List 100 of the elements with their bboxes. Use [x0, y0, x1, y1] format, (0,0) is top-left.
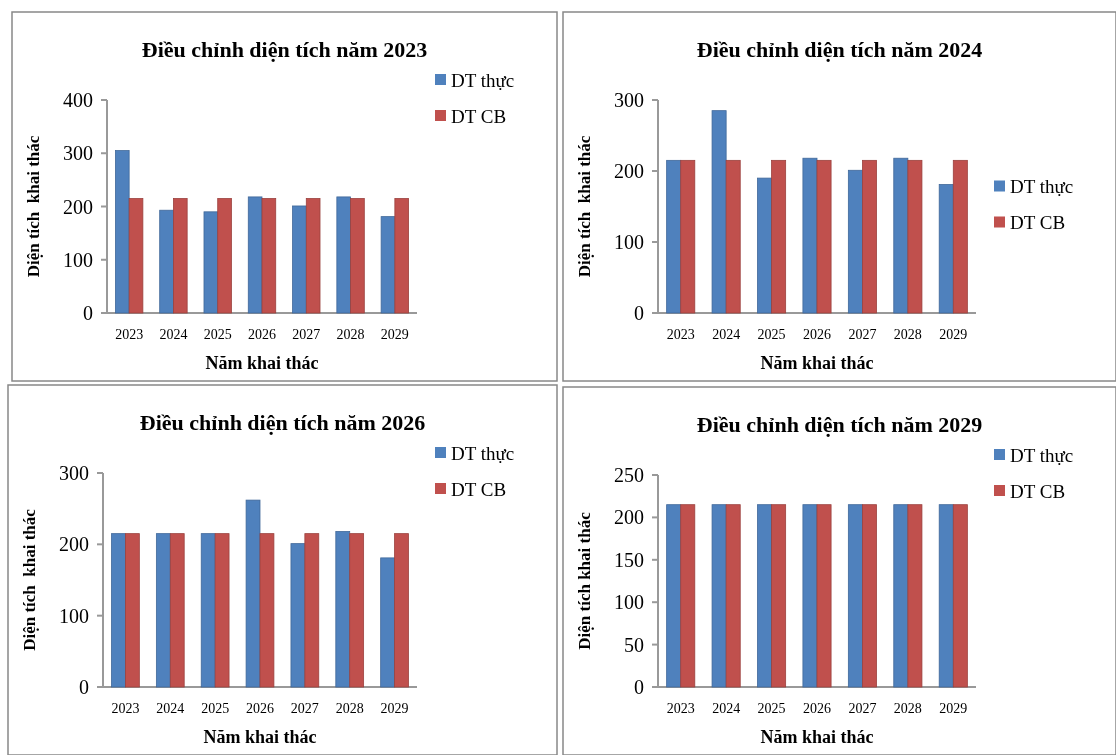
bar	[305, 198, 321, 314]
y-tick-label: 300	[63, 142, 93, 165]
y-axis-title: Diện tích khai thác	[24, 135, 43, 278]
x-tick-label: 2027	[848, 327, 877, 342]
bar	[128, 198, 144, 314]
x-tick-label: 2024	[712, 701, 741, 716]
bar	[245, 499, 261, 688]
y-tick-label: 0	[634, 676, 644, 698]
bar	[816, 159, 832, 314]
bar	[380, 216, 396, 314]
x-tick-label: 2027	[848, 701, 877, 716]
bar	[290, 543, 306, 688]
bar	[203, 211, 219, 314]
bar	[173, 198, 188, 314]
y-axis-title: Diện tích khai thác	[575, 511, 594, 650]
y-tick-label: 100	[63, 248, 93, 271]
x-axis-title: Năm khai thác	[205, 353, 319, 373]
x-axis-title: Năm khai thác	[203, 727, 317, 747]
bar	[335, 531, 351, 688]
x-tick-label: 2029	[380, 701, 409, 716]
bar	[757, 177, 772, 314]
bar	[259, 533, 275, 688]
y-tick-label: 200	[59, 533, 89, 556]
legend-label: DT thực	[1010, 176, 1074, 198]
bar	[350, 198, 365, 314]
bar	[952, 159, 968, 314]
x-tick-label: 2023	[111, 701, 140, 716]
bar	[771, 159, 787, 314]
x-tick-label: 2025	[757, 701, 786, 716]
legend-label: DT thực	[1010, 444, 1074, 466]
x-axis-title: Năm khai thác	[760, 727, 874, 747]
x-tick-label: 2028	[335, 701, 364, 716]
y-tick-label: 0	[79, 676, 89, 698]
legend-label: DT CB	[1010, 480, 1066, 502]
bar	[802, 157, 818, 314]
x-tick-label: 2026	[246, 701, 274, 716]
y-tick-label: 200	[63, 195, 93, 218]
bar	[247, 196, 263, 314]
legend-label: DT CB	[451, 478, 507, 500]
y-tick-label: 150	[614, 548, 644, 571]
bar	[304, 533, 320, 688]
legend-label: DT CB	[451, 105, 507, 127]
chart-title: Điều chỉnh diện tích năm 2026	[139, 410, 426, 435]
chart-title: Điều chỉnh diện tích năm 2023	[141, 37, 428, 62]
x-tick-label: 2029	[939, 701, 968, 716]
y-axis-title: Diện tích khai thác	[575, 135, 594, 278]
bar	[125, 533, 140, 688]
bar	[938, 184, 954, 314]
bar	[261, 198, 277, 314]
bar	[169, 533, 185, 688]
bar	[336, 196, 351, 314]
y-tick-label: 0	[83, 302, 93, 324]
x-tick-label: 2025	[201, 701, 230, 716]
bar	[394, 533, 409, 688]
y-tick-label: 200	[614, 160, 644, 182]
x-tick-label: 2024	[712, 327, 741, 342]
x-tick-label: 2023	[666, 327, 695, 342]
bar	[155, 533, 171, 688]
bar	[115, 150, 130, 314]
bar	[159, 209, 174, 314]
x-tick-label: 2025	[757, 327, 786, 342]
x-tick-label: 2023	[115, 327, 144, 342]
bar	[349, 533, 365, 688]
y-tick-label: 200	[614, 506, 644, 529]
bar	[725, 159, 741, 314]
y-axis-title: Diện tích khai thác	[20, 508, 39, 651]
x-tick-label: 2026	[248, 327, 276, 342]
x-tick-label: 2025	[203, 327, 232, 342]
x-tick-label: 2024	[159, 327, 188, 342]
legend-label: DT thực	[451, 442, 515, 464]
y-tick-label: 100	[59, 604, 89, 627]
bar	[292, 205, 307, 314]
bar	[711, 110, 727, 314]
x-tick-label: 2026	[803, 327, 831, 342]
bar	[893, 157, 909, 314]
bar	[380, 557, 395, 688]
bar	[680, 159, 696, 314]
chart-title: Điều chỉnh diện tích năm 2024	[696, 37, 983, 62]
legend-label: DT CB	[1010, 212, 1066, 234]
x-tick-label: 2027	[290, 701, 319, 716]
bar	[847, 169, 863, 314]
x-tick-label: 2026	[803, 701, 831, 716]
x-tick-label: 2028	[336, 327, 365, 342]
bar	[666, 159, 682, 314]
bar	[111, 533, 126, 688]
y-tick-label: 300	[614, 89, 644, 111]
bar	[217, 198, 232, 314]
y-tick-label: 250	[614, 464, 644, 486]
chart-title: Điều chỉnh diện tích năm 2029	[696, 412, 983, 437]
x-axis-title: Năm khai thác	[760, 353, 874, 373]
x-tick-label: 2028	[893, 701, 922, 716]
legend-label: DT thực	[451, 69, 515, 91]
bar	[394, 198, 409, 314]
x-tick-label: 2029	[939, 327, 968, 342]
x-tick-label: 2027	[292, 327, 321, 342]
x-tick-label: 2024	[156, 701, 185, 716]
y-tick-label: 0	[634, 302, 644, 324]
bar	[907, 159, 923, 314]
bar	[862, 159, 877, 314]
y-tick-label: 300	[59, 462, 89, 484]
